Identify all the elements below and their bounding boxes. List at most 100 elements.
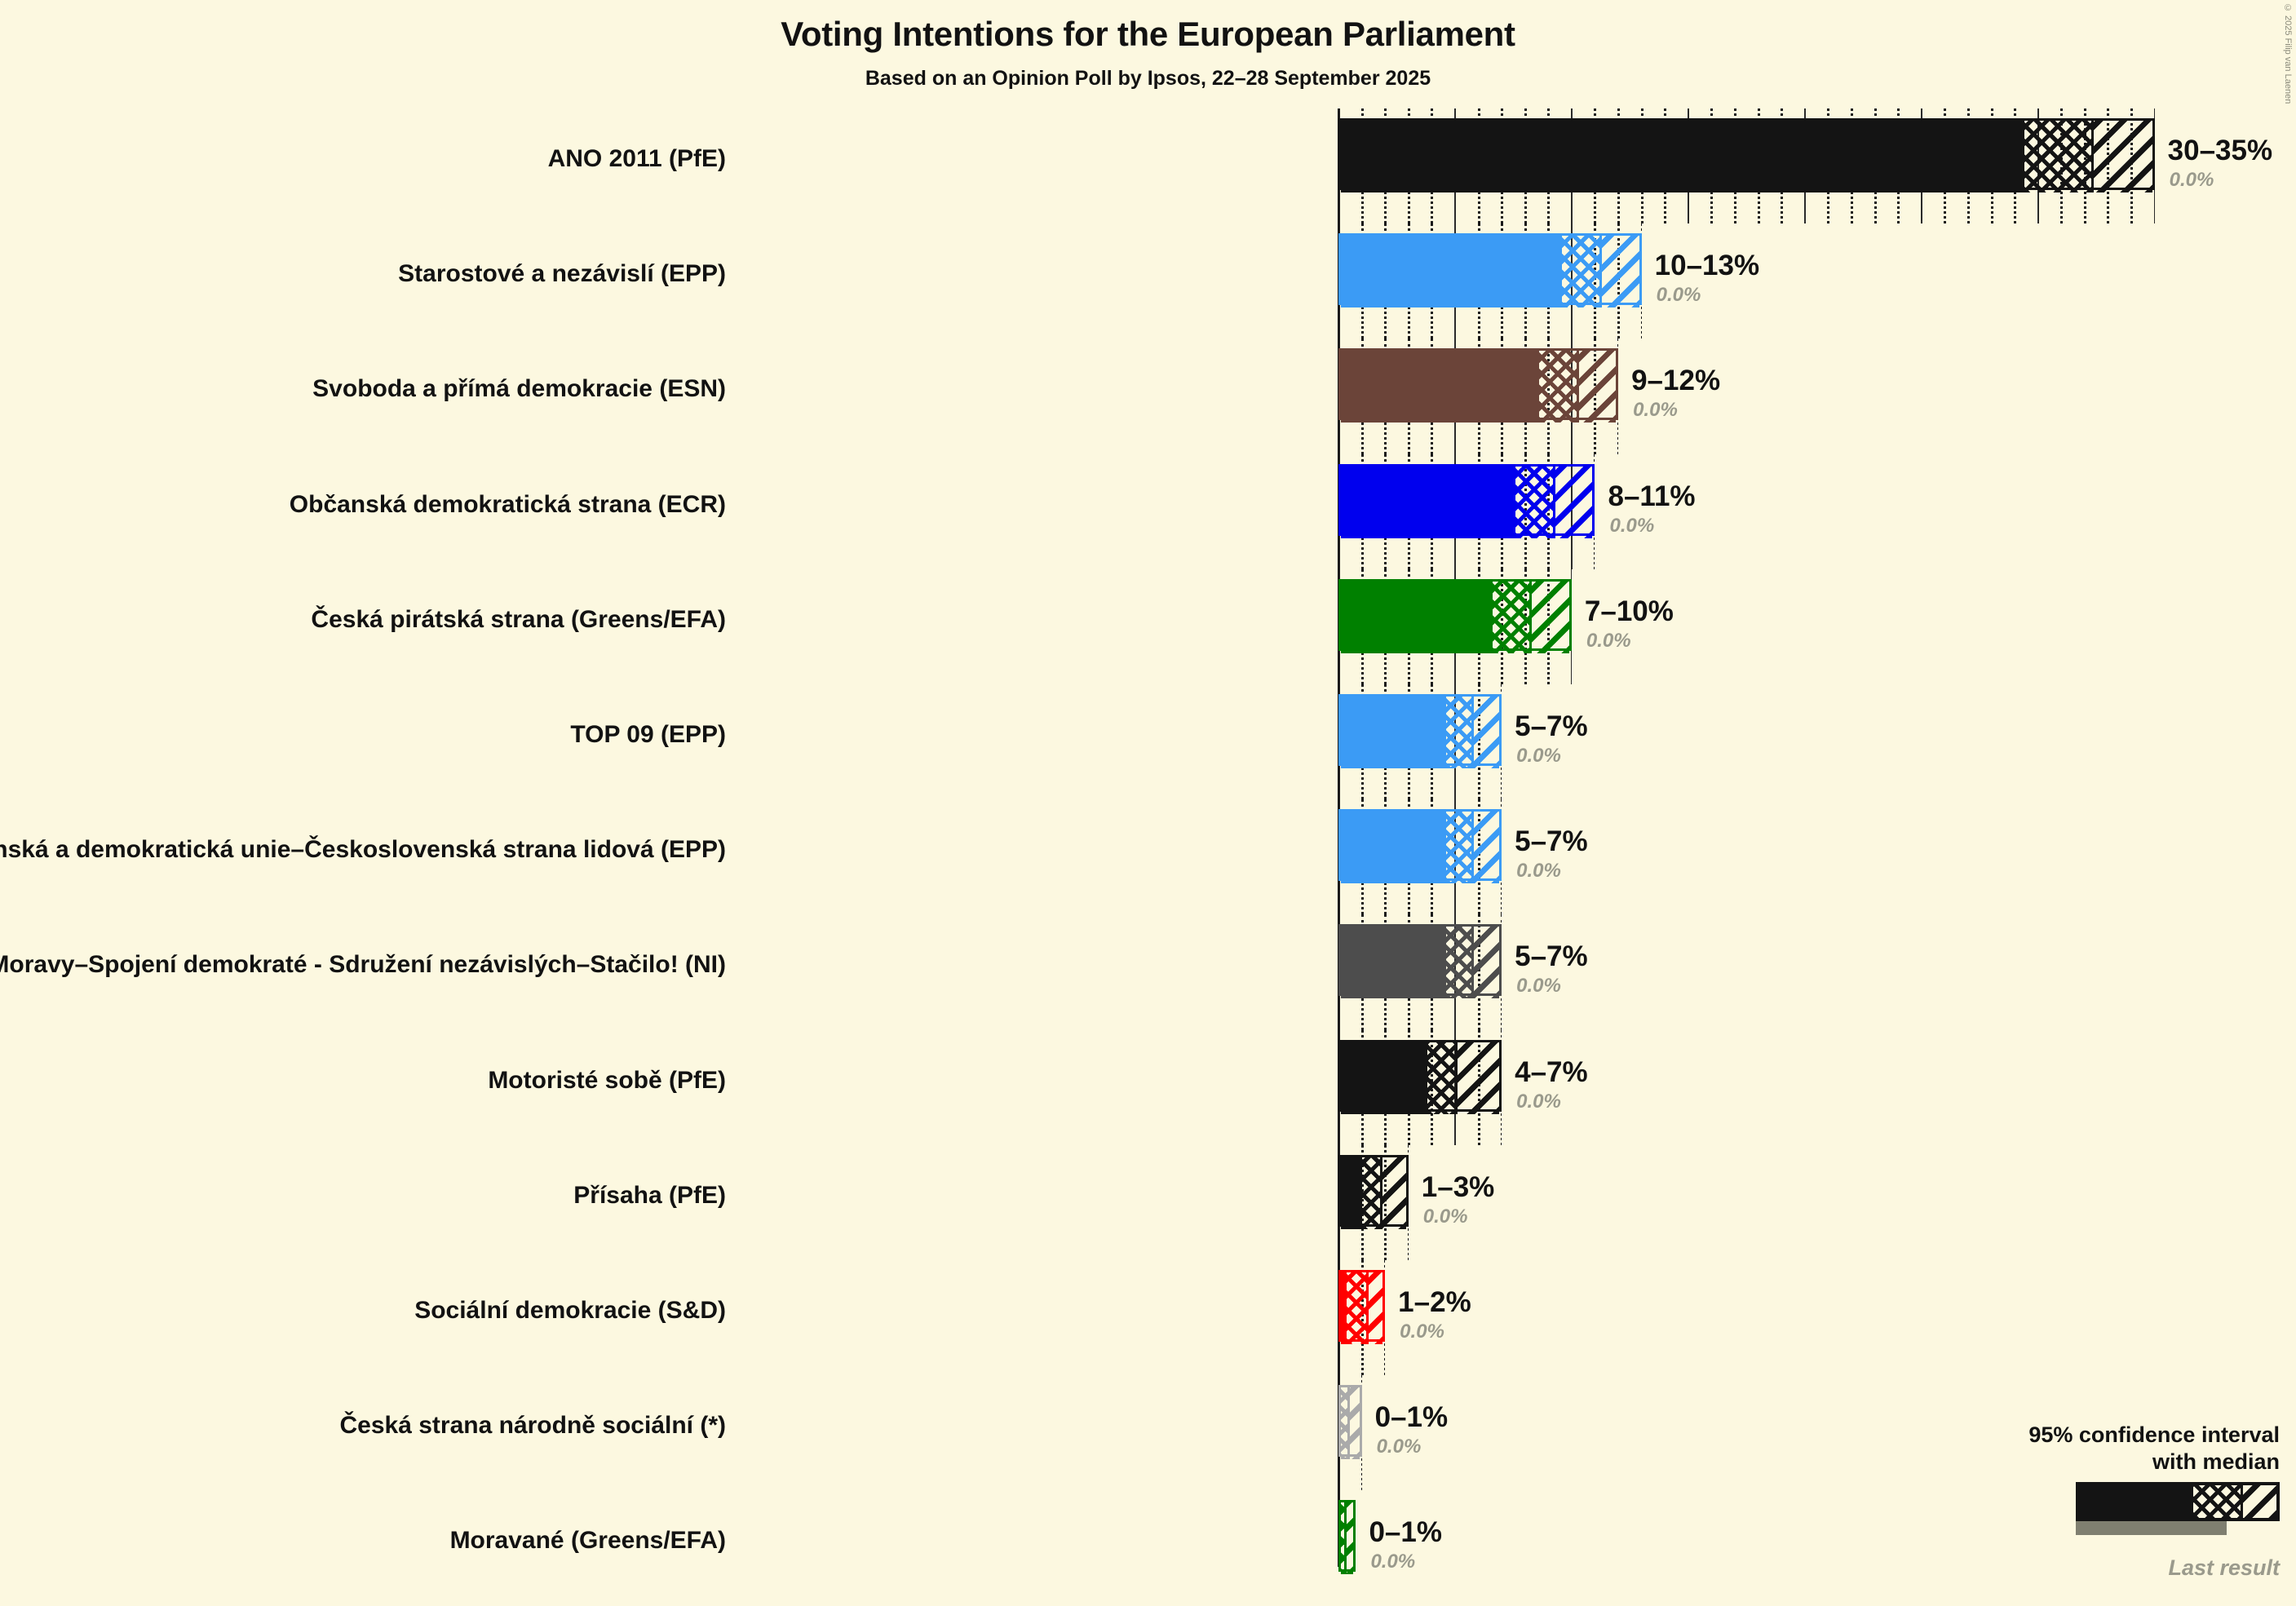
last-result-value: 0.0% bbox=[1400, 1321, 1444, 1343]
chart-row: Starostové a nezávislí (EPP) 10–13% 0.0% bbox=[0, 223, 2296, 339]
confidence-interval-bar bbox=[1338, 1500, 1356, 1575]
median-divider bbox=[1599, 236, 1603, 308]
segment-diagonal-hatch bbox=[1347, 1502, 1354, 1575]
segment-solid bbox=[1341, 236, 1563, 308]
legend-last-result-label: Last result bbox=[2168, 1555, 2280, 1580]
segment-solid bbox=[1341, 581, 1493, 653]
chart-row: Svoboda a přímá demokracie (ESN) 9–12% 0.0… bbox=[0, 338, 2296, 454]
last-result-value: 0.0% bbox=[1370, 1551, 1416, 1573]
legend-line-1: 95% confidence interval bbox=[2028, 1422, 2280, 1448]
segment-solid bbox=[1341, 1042, 1427, 1114]
segment-crosshatch bbox=[1492, 581, 1530, 653]
segment-solid bbox=[1341, 697, 1446, 768]
legend-segment-solid bbox=[2079, 1485, 2194, 1518]
segment-diagonal-hatch bbox=[1369, 1272, 1383, 1344]
confidence-interval-bar bbox=[1338, 809, 1502, 884]
segment-crosshatch bbox=[2024, 121, 2092, 192]
confidence-interval-bar bbox=[1338, 1039, 1502, 1114]
median-divider bbox=[1344, 1502, 1347, 1575]
segment-crosshatch bbox=[1427, 1042, 1455, 1114]
last-result-value: 0.0% bbox=[1516, 1090, 1561, 1113]
legend-last-result-swatch bbox=[2076, 1521, 2227, 1535]
range-value: 4–7% bbox=[1515, 1055, 1588, 1088]
range-value: 1–3% bbox=[1421, 1170, 1495, 1203]
chart-row: Česká pirátská strana (Greens/EFA) 7–10% 0… bbox=[0, 569, 2296, 684]
chart-row: Sociální demokracie (S&D) 1–2% 0.0% bbox=[0, 1260, 2296, 1376]
segment-solid bbox=[1341, 927, 1446, 999]
range-value: 8–11% bbox=[1608, 480, 1696, 512]
median-divider bbox=[1471, 927, 1474, 999]
confidence-interval-bar bbox=[1338, 463, 1595, 538]
range-value: 0–1% bbox=[1369, 1516, 1442, 1549]
party-label: Česká pirátská strana (Greens/EFA) bbox=[311, 605, 726, 633]
range-value: 5–7% bbox=[1515, 825, 1588, 858]
legend-line-2: with median bbox=[2152, 1449, 2280, 1475]
party-label: ANO 2011 (PfE) bbox=[547, 145, 726, 172]
segment-diagonal-hatch bbox=[1350, 1387, 1360, 1460]
median-divider bbox=[1553, 466, 1556, 538]
last-result-value: 0.0% bbox=[1586, 629, 1631, 652]
segment-solid bbox=[1341, 1272, 1347, 1344]
median-divider bbox=[1380, 1157, 1383, 1229]
page-subtitle: Based on an Opinion Poll by Ipsos, 22–28… bbox=[865, 67, 1431, 90]
last-result-value: 0.0% bbox=[1656, 284, 1701, 307]
segment-solid bbox=[1341, 351, 1539, 423]
segment-diagonal-hatch bbox=[1555, 466, 1593, 538]
last-result-value: 0.0% bbox=[1376, 1436, 1422, 1458]
legend-interval-swatch bbox=[2076, 1482, 2280, 1521]
confidence-interval-bar bbox=[1338, 694, 1502, 768]
confidence-interval-bar bbox=[1338, 924, 1502, 999]
segment-diagonal-hatch bbox=[2094, 121, 2152, 192]
median-divider bbox=[1347, 1387, 1351, 1460]
party-label: Občanská demokratická strana (ECR) bbox=[289, 490, 726, 518]
last-result-value: 0.0% bbox=[1516, 860, 1561, 883]
range-value: 7–10% bbox=[1584, 595, 1674, 627]
chart-row: ANO 2011 (PfE) 30–35% 0.0% bbox=[0, 108, 2296, 224]
legend-median-divider bbox=[2240, 1485, 2243, 1518]
confidence-interval-bar bbox=[1338, 1270, 1386, 1344]
range-value: 5–7% bbox=[1515, 710, 1588, 742]
confidence-interval-bar bbox=[1338, 233, 1642, 308]
confidence-interval-bar bbox=[1338, 1154, 1409, 1229]
segment-crosshatch bbox=[1347, 1272, 1367, 1344]
segment-diagonal-hatch bbox=[1578, 351, 1617, 423]
copyright-notice: © 2025 Filip van Laenen bbox=[2283, 3, 2293, 104]
party-label: TOP 09 (EPP) bbox=[570, 721, 726, 748]
segment-diagonal-hatch bbox=[1473, 927, 1500, 999]
party-label: Komunistická strana Čech a Moravy–Spojen… bbox=[0, 951, 726, 979]
range-value: 9–12% bbox=[1631, 365, 1721, 397]
chart-row: Moravané (Greens/EFA) 0–1% 0.0% bbox=[0, 1490, 2296, 1605]
segment-diagonal-hatch bbox=[1457, 1042, 1500, 1114]
segment-solid bbox=[1341, 812, 1446, 884]
segment-crosshatch bbox=[1445, 697, 1471, 768]
range-value: 5–7% bbox=[1515, 940, 1588, 973]
segment-crosshatch bbox=[1341, 1502, 1347, 1575]
range-value: 30–35% bbox=[2167, 135, 2273, 166]
party-label: Motoristé sobě (PfE) bbox=[488, 1066, 726, 1094]
confidence-interval-bar bbox=[1338, 578, 1572, 653]
segment-crosshatch bbox=[1445, 812, 1471, 884]
chart-row: Občanská demokratická strana (ECR) 8–11% 0… bbox=[0, 453, 2296, 569]
segment-diagonal-hatch bbox=[1473, 697, 1500, 768]
chart-row: Přísaha (PfE) 1–3% 0.0% bbox=[0, 1144, 2296, 1260]
last-result-value: 0.0% bbox=[1516, 975, 1561, 998]
segment-crosshatch bbox=[1445, 927, 1471, 999]
chart-row: Česká strana národně sociální (*) 0–1% 0.0… bbox=[0, 1375, 2296, 1491]
median-divider bbox=[1454, 1042, 1458, 1114]
last-result-value: 0.0% bbox=[1422, 1205, 1468, 1228]
last-result-value: 0.0% bbox=[1516, 745, 1561, 767]
chart-legend: 95% confidence interval with median Last… bbox=[1937, 1422, 2280, 1581]
chart-row: Motoristé sobě (PfE) 4–7% 0.0% bbox=[0, 1029, 2296, 1145]
range-value: 1–2% bbox=[1398, 1286, 1471, 1318]
party-label: Svoboda a přímá demokracie (ESN) bbox=[312, 375, 726, 403]
median-divider bbox=[1576, 351, 1579, 423]
median-divider bbox=[2091, 121, 2095, 192]
party-label: Přísaha (PfE) bbox=[573, 1181, 726, 1209]
median-divider bbox=[1529, 581, 1533, 653]
chart-row: Křesťanská a demokratická unie–Českoslov… bbox=[0, 799, 2296, 915]
segment-diagonal-hatch bbox=[1473, 812, 1500, 884]
median-divider bbox=[1471, 697, 1474, 768]
party-label: Sociální demokracie (S&D) bbox=[414, 1297, 726, 1324]
last-result-value: 0.0% bbox=[1609, 514, 1655, 537]
